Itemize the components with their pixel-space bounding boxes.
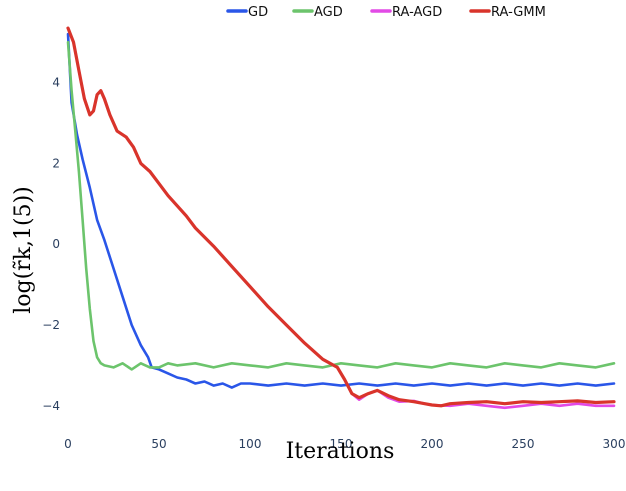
y-tick-label: −4 <box>42 399 60 413</box>
x-tick-label: 100 <box>239 437 262 451</box>
legend-item-gd: GD <box>226 5 268 20</box>
y-tick-label: 0 <box>52 237 60 251</box>
series-line-ra-agd <box>66 26 616 410</box>
series-lines <box>66 26 616 410</box>
y-axis-ticks: −4 −2 0 2 4 <box>42 76 60 413</box>
series-line-agd <box>66 40 616 371</box>
y-axis-title: log(r̃k,1(5)) <box>11 186 36 314</box>
legend-item-ra-gmm: RA-GMM <box>469 5 546 20</box>
legend-label: RA-AGD <box>392 5 442 20</box>
legend-label: RA-GMM <box>491 5 546 20</box>
series-line-ra-gmm <box>66 26 616 408</box>
y-tick-label: 4 <box>52 76 60 90</box>
legend-item-ra-agd: RA-AGD <box>370 5 442 20</box>
x-axis-title: Iterations <box>286 439 395 464</box>
legend-label: GD <box>248 5 268 20</box>
legend-item-agd: AGD <box>292 5 343 20</box>
legend: GD AGD RA-AGD RA-GMM <box>226 5 546 20</box>
x-tick-label: 300 <box>603 437 626 451</box>
x-tick-label: 0 <box>64 437 72 451</box>
legend-label: AGD <box>314 5 343 20</box>
x-axis-ticks: 0 50 100 150 200 250 300 <box>64 437 625 451</box>
x-tick-label: 150 <box>330 437 353 451</box>
y-tick-label: 2 <box>52 156 60 170</box>
x-tick-label: 50 <box>151 437 166 451</box>
series-line-gd <box>66 32 616 389</box>
x-tick-label: 250 <box>512 437 535 451</box>
x-tick-label: 200 <box>421 437 444 451</box>
y-tick-label: −2 <box>42 318 60 332</box>
